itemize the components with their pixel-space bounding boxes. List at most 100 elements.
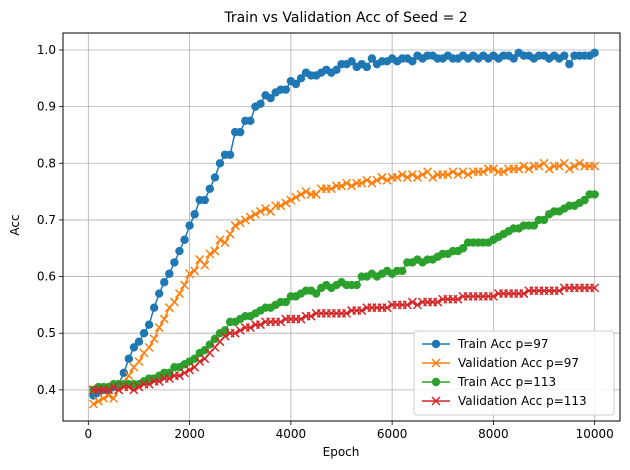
series-4-point [179, 368, 190, 378]
series-1-point [408, 57, 417, 66]
series-2-point [174, 289, 184, 299]
series-2-point [392, 172, 402, 182]
series-2-point [463, 170, 473, 180]
series-1-point [362, 62, 372, 72]
series-3-point [580, 195, 589, 205]
series-1-point [144, 320, 154, 329]
x-tick-label: 4000 [276, 427, 307, 441]
series-3-point [529, 221, 539, 230]
series-3-point [458, 244, 468, 253]
series-1-point [139, 329, 149, 338]
series-1-point [266, 93, 275, 103]
series-1-point [296, 74, 306, 83]
series-1-point [291, 79, 301, 89]
series-2-point [225, 229, 235, 239]
series-3-point [205, 340, 215, 349]
legend-label: Validation Acc p=97 [458, 356, 579, 370]
series-4-point [402, 300, 412, 310]
series-2-point [230, 221, 240, 231]
series-4-point [412, 300, 422, 310]
series-2-point [402, 172, 412, 182]
series-2-point [215, 235, 225, 245]
series-2-point [367, 178, 377, 188]
series-1-point [129, 343, 139, 352]
series-2-point [134, 356, 144, 367]
y-tick-label: 0.8 [37, 156, 56, 170]
series-1-point [565, 59, 574, 69]
y-tick-label: 0.7 [37, 213, 56, 227]
series-2-point [453, 170, 463, 180]
series-2-point [154, 323, 164, 333]
series-1-point [185, 221, 194, 230]
series-2-point [144, 342, 154, 352]
series-2-point [412, 172, 422, 182]
series-2-point [296, 189, 306, 199]
series-1-point [215, 159, 225, 168]
legend-item-2: Validation Acc p=97 [422, 356, 579, 370]
series-2-point [88, 399, 98, 409]
legend-item-4: Validation Acc p=113 [422, 394, 587, 408]
series-2-point [397, 170, 407, 180]
series-4 [88, 283, 600, 395]
legend-label: Validation Acc p=113 [458, 394, 587, 408]
series-3-point [220, 326, 230, 335]
series-1-point [246, 116, 255, 125]
series-4-point [220, 331, 230, 341]
series-1-point [200, 195, 209, 205]
series-4-point [124, 382, 134, 392]
x-axis: 0 2000 4000 6000 8000 10000 [84, 421, 614, 441]
series-2-point [336, 181, 347, 191]
series-1-point [170, 258, 179, 267]
series-3-point [352, 280, 361, 290]
series-4-point [296, 314, 306, 324]
series-1-point [134, 337, 144, 346]
y-tick-label: 0.5 [37, 326, 56, 340]
x-tick-label: 0 [84, 427, 92, 441]
x-tick-label: 2000 [174, 427, 205, 441]
y-tick-label: 1.0 [37, 43, 56, 57]
series-2-point [200, 260, 210, 270]
series-4-point [519, 289, 529, 299]
series-3-point [398, 266, 407, 276]
series-3-point [190, 354, 199, 363]
legend-point [431, 396, 441, 406]
series-2-point [554, 161, 564, 171]
series-2-point [261, 204, 271, 214]
series-4-point [453, 294, 463, 304]
series-1-point [256, 99, 265, 109]
series-2-point [407, 170, 417, 180]
series-2-point [590, 161, 600, 171]
series-4-point [154, 376, 164, 386]
series-1-point [119, 368, 128, 378]
x-tick-label: 6000 [377, 427, 408, 441]
series-2-point [301, 187, 311, 197]
series-2-point [245, 212, 255, 222]
series-2-point [357, 178, 367, 188]
legend-item-1: Train Acc p=97 [422, 337, 549, 351]
series-4-point [129, 385, 139, 395]
y-tick-label: 0.6 [37, 270, 56, 284]
series-2-point [564, 164, 574, 174]
series-2-point [291, 192, 301, 202]
series-2-point [240, 215, 250, 225]
series-2-point [159, 314, 169, 324]
series-4-point [235, 325, 245, 335]
series-2-point [98, 393, 109, 403]
series-2-line [93, 162, 595, 405]
series-2-point [276, 201, 286, 211]
series-4-point [174, 371, 184, 381]
series-3-point [311, 289, 321, 298]
legend-label: Train Acc p=113 [457, 375, 556, 389]
series-2-point [342, 178, 352, 188]
series-2-point [169, 297, 179, 307]
series-2-point [255, 206, 266, 216]
series-2-point [478, 167, 488, 177]
y-tick-label: 0.9 [37, 100, 56, 114]
series-4-line [93, 287, 595, 391]
series-1-point [509, 54, 518, 63]
series-4-point [114, 385, 124, 395]
series-4-point [164, 373, 174, 384]
legend-point [431, 358, 441, 368]
y-axis: 0.4 0.5 0.6 0.7 0.8 0.9 1.0 [37, 43, 63, 397]
